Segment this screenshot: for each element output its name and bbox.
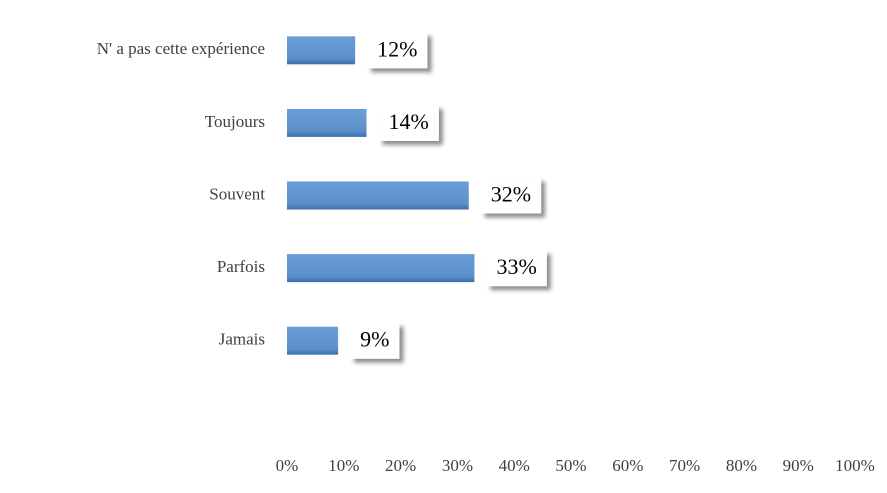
x-tick-label: 80%: [726, 456, 757, 475]
bar: [287, 36, 356, 65]
data-label-box: [350, 322, 400, 359]
x-tick-label: 30%: [442, 456, 473, 475]
y-tick-label: Jamais: [219, 330, 265, 349]
data-label: 33%: [496, 254, 536, 279]
x-tick-label: 10%: [328, 456, 359, 475]
bar: [287, 254, 475, 283]
data-label: 32%: [491, 182, 531, 207]
x-tick-label: 90%: [783, 456, 814, 475]
y-tick-label: Parfois: [217, 257, 265, 276]
bar: [287, 108, 367, 137]
x-tick-label: 0%: [276, 456, 299, 475]
bar: [287, 181, 469, 210]
data-label-box: [367, 32, 428, 69]
bar: [287, 326, 339, 355]
data-label: 9%: [360, 327, 389, 352]
x-tick-label: 50%: [555, 456, 586, 475]
y-tick-label: Toujours: [205, 112, 265, 131]
x-tick-label: 60%: [612, 456, 643, 475]
data-label: 12%: [377, 36, 417, 61]
data-label: 14%: [389, 109, 429, 134]
data-label-box: [378, 104, 439, 141]
x-tick-label: 100%: [835, 456, 875, 475]
y-tick-label: Souvent: [209, 184, 265, 203]
data-label-box: [480, 177, 542, 214]
x-tick-label: 20%: [385, 456, 416, 475]
x-tick-label: 40%: [499, 456, 530, 475]
x-tick-label: 70%: [669, 456, 700, 475]
data-label-box: [486, 250, 547, 287]
y-tick-label: N' a pas cette expérience: [97, 39, 265, 58]
